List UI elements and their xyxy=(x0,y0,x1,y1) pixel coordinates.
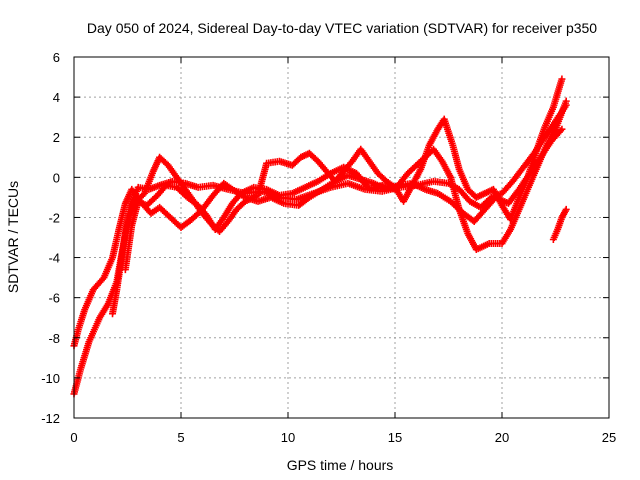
series-track-1 xyxy=(70,101,570,398)
data-point xyxy=(558,75,566,83)
y-axis-ticks: -12 -10 -8 -6 -4 -2 0 2 4 6 xyxy=(41,50,609,426)
data-point xyxy=(557,127,565,135)
x-tick-label: 10 xyxy=(281,430,295,445)
grid-lines xyxy=(74,57,609,418)
data-point xyxy=(558,125,566,133)
y-tick-label: 6 xyxy=(53,50,60,65)
x-tick-label: 5 xyxy=(177,430,184,445)
y-tick-label: -8 xyxy=(48,331,60,346)
plot-frame xyxy=(73,56,610,419)
y-tick-label: -2 xyxy=(48,210,60,225)
y-tick-label: 4 xyxy=(53,90,60,105)
x-tick-label: 20 xyxy=(495,430,509,445)
series-track-3 xyxy=(109,75,566,318)
y-axis-label: SDTVAR / TECUs xyxy=(5,181,21,293)
y-tick-label: -6 xyxy=(48,291,60,306)
x-axis-ticks: 0 5 10 15 20 25 xyxy=(70,57,616,445)
series-track-5 xyxy=(549,205,570,244)
x-tick-label: 15 xyxy=(388,430,402,445)
x-axis-label: GPS time / hours xyxy=(287,457,394,473)
y-tick-label: -10 xyxy=(41,371,60,386)
x-tick-label: 25 xyxy=(602,430,616,445)
chart-title: Day 050 of 2024, Sidereal Day-to-day VTE… xyxy=(87,20,597,36)
y-tick-label: 2 xyxy=(53,130,60,145)
y-tick-label: 0 xyxy=(53,170,60,185)
data-point xyxy=(562,97,570,105)
x-tick-label: 0 xyxy=(70,430,77,445)
data-point xyxy=(562,205,570,213)
y-tick-label: -12 xyxy=(41,411,60,426)
data-point xyxy=(99,275,107,283)
plot-area xyxy=(70,75,570,398)
y-tick-label: -4 xyxy=(48,251,60,266)
series-track-4 xyxy=(121,97,570,274)
